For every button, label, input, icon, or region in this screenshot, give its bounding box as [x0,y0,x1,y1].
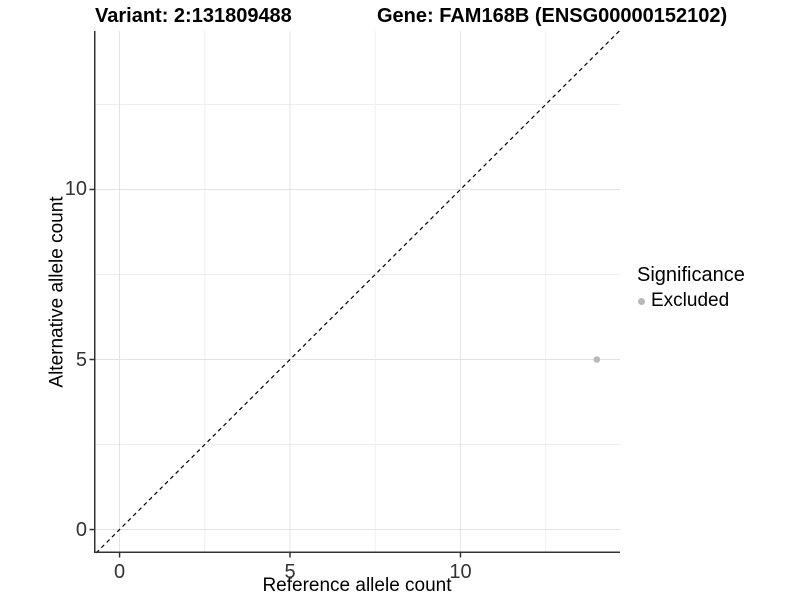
legend-key-point-icon [638,297,645,305]
legend-item-excluded: Excluded [637,290,745,312]
legend: Significance Excluded [637,264,745,312]
gene-title: Gene: FAM168B (ENSG00000152102) [377,5,728,27]
plot-canvas [89,30,620,558]
y-tick-label: 0 [75,518,87,541]
data-point [593,356,601,363]
variant-title: Variant: 2:131809488 [95,5,292,27]
identity-reference-line [95,30,620,554]
y-axis-title: Alternative allele count [46,196,68,388]
legend-title: Significance [637,264,745,286]
x-axis-title: Reference allele count [262,575,452,596]
legend-item-label: Excluded [651,290,730,311]
plot-panel [89,30,620,558]
